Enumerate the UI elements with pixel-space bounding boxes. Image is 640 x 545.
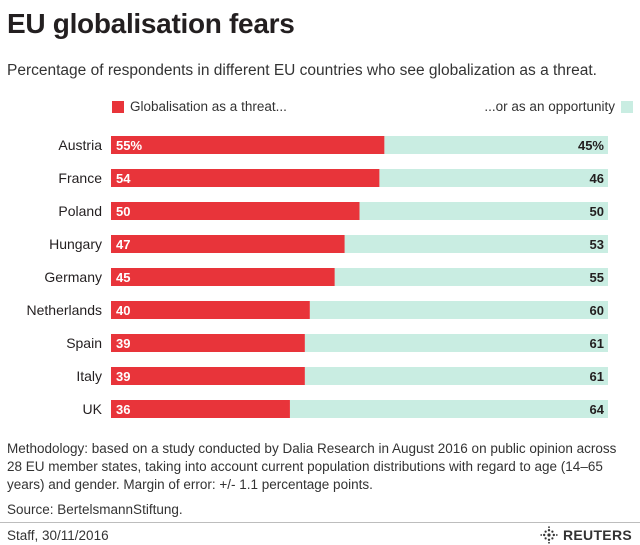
chart-subtitle: Percentage of respondents in different E… xyxy=(7,62,597,79)
opportunity-value-label: 64 xyxy=(590,402,605,417)
opportunity-value-label: 45% xyxy=(578,138,604,153)
opportunity-value-label: 61 xyxy=(590,369,604,384)
legend-threat-swatch xyxy=(112,100,124,113)
category-label: Poland xyxy=(58,203,102,219)
category-label: Germany xyxy=(44,269,102,285)
threat-value-label: 40 xyxy=(116,303,130,318)
reuters-brand-label: REUTERS xyxy=(563,527,632,543)
bar-threat xyxy=(111,367,305,385)
threat-value-label: 39 xyxy=(116,369,130,384)
bar-opportunity xyxy=(334,268,608,286)
bar-threat xyxy=(111,400,290,418)
reuters-brand: REUTERS xyxy=(540,526,632,544)
legend-threat-label: Globalisation as a threat... xyxy=(130,99,287,114)
threat-value-label: 39 xyxy=(116,336,130,351)
category-label: UK xyxy=(83,401,103,417)
bar-opportunity xyxy=(384,136,608,154)
bar-opportunity xyxy=(289,400,608,418)
category-label: Spain xyxy=(66,335,102,351)
bar-threat xyxy=(111,202,360,220)
category-label: Netherlands xyxy=(27,302,103,318)
category-label: France xyxy=(58,170,102,186)
reuters-logo-icon xyxy=(540,526,558,544)
category-label: Italy xyxy=(76,368,102,384)
opportunity-value-label: 50 xyxy=(590,204,604,219)
threat-value-label: 45 xyxy=(116,270,130,285)
staff-credit: Staff, 30/11/2016 xyxy=(7,528,109,543)
bar-opportunity xyxy=(359,202,608,220)
legend-opportunity-label: ...or as an opportunity xyxy=(484,99,615,114)
category-label: Austria xyxy=(58,137,102,153)
legend-opportunity: ...or as an opportunity xyxy=(484,99,633,114)
bar-threat xyxy=(111,235,345,253)
threat-value-label: 36 xyxy=(116,402,130,417)
bar-opportunity xyxy=(304,334,608,352)
threat-value-label: 50 xyxy=(116,204,130,219)
category-label: Hungary xyxy=(49,236,102,252)
opportunity-value-label: 46 xyxy=(590,171,604,186)
opportunity-value-label: 53 xyxy=(590,237,604,252)
bar-threat xyxy=(111,169,380,187)
bar-opportunity xyxy=(304,367,608,385)
legend-opportunity-swatch xyxy=(621,100,633,113)
threat-value-label: 55% xyxy=(116,138,142,153)
bar-threat xyxy=(111,136,385,154)
chart-title: EU globalisation fears xyxy=(7,8,295,39)
bar-opportunity xyxy=(309,301,608,319)
source-note: Source: BertelsmannStiftung. xyxy=(7,502,183,517)
stacked-bar-chart: Austria 55% 45% France 54 46 Poland 50 50 Hungary… xyxy=(27,136,608,418)
opportunity-value-label: 61 xyxy=(590,336,604,351)
threat-value-label: 47 xyxy=(116,237,130,252)
opportunity-value-label: 60 xyxy=(590,303,604,318)
bar-opportunity xyxy=(344,235,608,253)
bar-threat xyxy=(111,301,310,319)
methodology-note: Methodology: based on a study conducted … xyxy=(7,441,617,492)
legend-threat: Globalisation as a threat... xyxy=(112,99,287,114)
bar-opportunity xyxy=(379,169,608,187)
bar-threat xyxy=(111,268,335,286)
threat-value-label: 54 xyxy=(116,171,131,186)
bar-threat xyxy=(111,334,305,352)
footer-divider xyxy=(0,522,640,523)
opportunity-value-label: 55 xyxy=(590,270,604,285)
